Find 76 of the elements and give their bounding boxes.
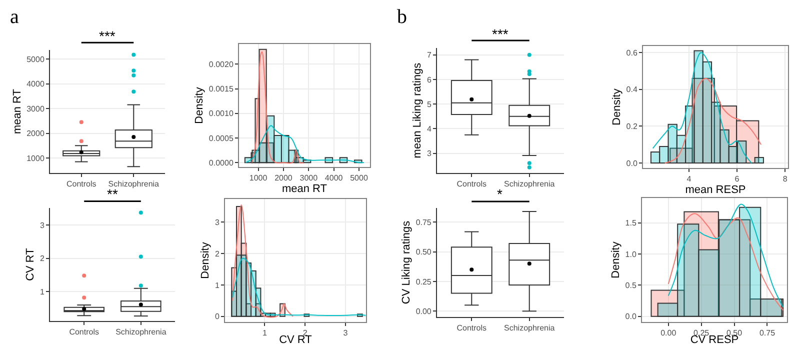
y-tick-label: 3 <box>214 218 220 228</box>
line-series <box>652 52 752 164</box>
y-axis-title: mean Liking ratings <box>412 62 424 158</box>
y-axis-title: Density <box>610 241 622 278</box>
y-tick-label: 0.0000 <box>208 158 234 168</box>
y-tick-label: 4000 <box>26 80 45 89</box>
x-tick-label: 6 <box>734 174 740 184</box>
y-tick-label: 1.0 <box>625 250 637 259</box>
x-tick-label: Schizophrenia <box>504 324 556 333</box>
x-tick-label: Schizophrenia <box>504 180 556 189</box>
x-axis-title: CV RESP <box>690 334 739 346</box>
x-tick-label: 0.00 <box>660 328 677 338</box>
y-tick-label: 1.5 <box>625 218 637 228</box>
x-tick-label: 0.75 <box>759 328 776 338</box>
y-axis-title: Density <box>610 88 623 126</box>
y-tick-label: 3 <box>40 220 45 230</box>
chart-title: b <box>397 6 407 28</box>
y-tick-label: 0.6 <box>626 48 638 58</box>
y-tick-label: 0.0010 <box>208 109 234 118</box>
y-tick-label: 0.0020 <box>208 60 234 69</box>
y-tick-label: 0.0 <box>626 158 638 168</box>
y-tick-label: 1 <box>40 287 45 296</box>
x-tick-label: 2000 <box>274 174 293 183</box>
y-tick-label: 5 <box>426 100 432 109</box>
x-tick-label: Schizophrenia <box>108 180 160 189</box>
y-tick-label: 0.25 <box>416 277 432 286</box>
y-tick-label: 1 <box>214 280 220 290</box>
x-tick-label: Controls <box>66 180 96 189</box>
x-tick-label: Schizophrenia <box>116 328 167 337</box>
y-axis-title: CV Liking ratings <box>400 220 412 304</box>
x-tick-label: 3 <box>343 328 348 338</box>
y-tick-label: 1000 <box>26 154 45 163</box>
y-tick-label: 0.2 <box>626 122 638 132</box>
y-tick-label: 3 <box>426 149 432 158</box>
y-axis-title: mean RT <box>11 88 24 134</box>
y-tick-label: 0.0 <box>625 312 637 322</box>
y-tick-label: 0.0015 <box>208 84 234 94</box>
y-tick-label: 0 <box>214 312 220 322</box>
y-tick-label: 2 <box>214 249 220 258</box>
y-tick-label: 6 <box>426 75 432 84</box>
y-tick-label: 0.5 <box>625 281 637 290</box>
x-axis-title: mean RESP <box>685 184 746 196</box>
y-tick-label: 3000 <box>26 104 45 114</box>
y-axis-title: CV RT <box>24 248 37 281</box>
y-tick-label: 2 <box>40 254 45 264</box>
text: * <box>497 186 503 202</box>
x-tick-label: Controls <box>456 180 487 189</box>
y-tick-label: 7 <box>426 50 432 60</box>
x-tick-label: 4 <box>686 174 692 184</box>
x-axis-title: CV RT <box>279 334 312 346</box>
y-axis-title: Density <box>194 86 206 124</box>
x-tick-label: 8 <box>782 174 788 184</box>
y-tick-label: 2000 <box>26 129 45 138</box>
y-axis-title: Density <box>200 242 212 279</box>
y-tick-label: 0.50 <box>416 248 432 257</box>
y-tick-label: 5000 <box>26 54 45 64</box>
line-series <box>232 204 294 318</box>
y-tick-label: 4 <box>426 124 432 134</box>
line-series <box>232 258 366 316</box>
x-tick-label: 1 <box>262 328 268 338</box>
x-axis-title: mean RT <box>282 182 328 195</box>
y-tick-label: 0.75 <box>416 218 432 228</box>
text: ** <box>107 186 118 202</box>
chart-title: a <box>10 6 19 28</box>
x-tick-label: 4000 <box>324 174 344 183</box>
x-tick-label: Controls <box>69 328 99 337</box>
text: *** <box>492 26 509 42</box>
y-tick-label: 0.0005 <box>208 134 234 143</box>
x-tick-label: Controls <box>456 324 487 333</box>
line-series <box>245 125 365 164</box>
x-tick-label: 1000 <box>249 174 268 183</box>
y-tick-label: 0.00 <box>416 306 432 316</box>
y-tick-label: 0.4 <box>626 85 638 94</box>
x-tick-label: 3000 <box>300 174 318 183</box>
x-tick-label: 5000 <box>350 174 368 183</box>
text: *** <box>99 28 116 44</box>
